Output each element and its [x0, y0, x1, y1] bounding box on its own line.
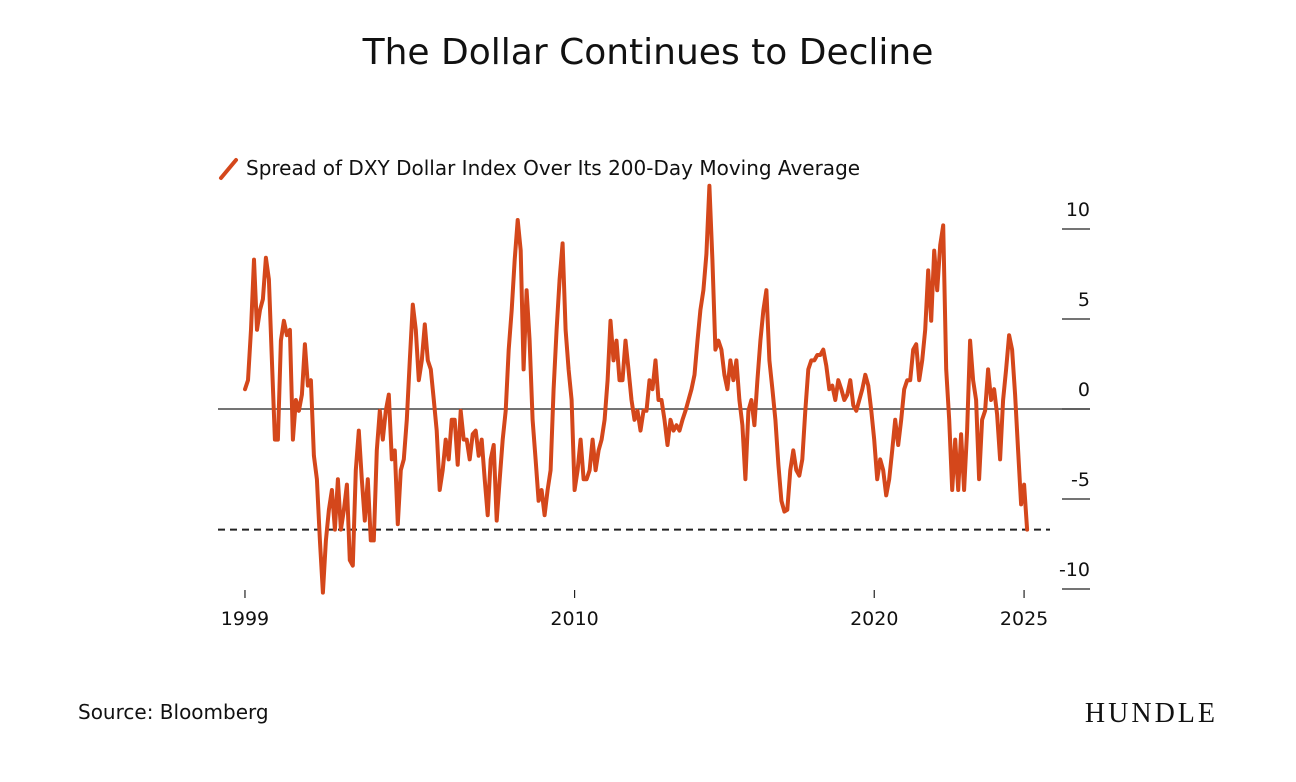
x-tick-label: 2025	[1000, 608, 1048, 630]
legend-swatch	[219, 158, 238, 180]
source: Source: Bloomberg	[78, 700, 269, 724]
data-line	[243, 183, 1030, 595]
y-tick-label: -5	[1071, 469, 1090, 491]
x-tick-label: 2010	[550, 608, 598, 630]
y-tick-label: 5	[1078, 289, 1090, 311]
x-tick-label: 1999	[221, 608, 269, 630]
chart-title: The Dollar Continues to Decline	[362, 32, 934, 73]
x-tick-label: 2020	[850, 608, 898, 630]
brand: HUNDLE	[1085, 698, 1218, 729]
y-tick-label: 0	[1078, 379, 1090, 401]
legend-label: Spread of DXY Dollar Index Over Its 200-…	[246, 156, 860, 180]
y-tick-label: -10	[1059, 559, 1090, 581]
y-tick-label: 10	[1066, 199, 1090, 221]
